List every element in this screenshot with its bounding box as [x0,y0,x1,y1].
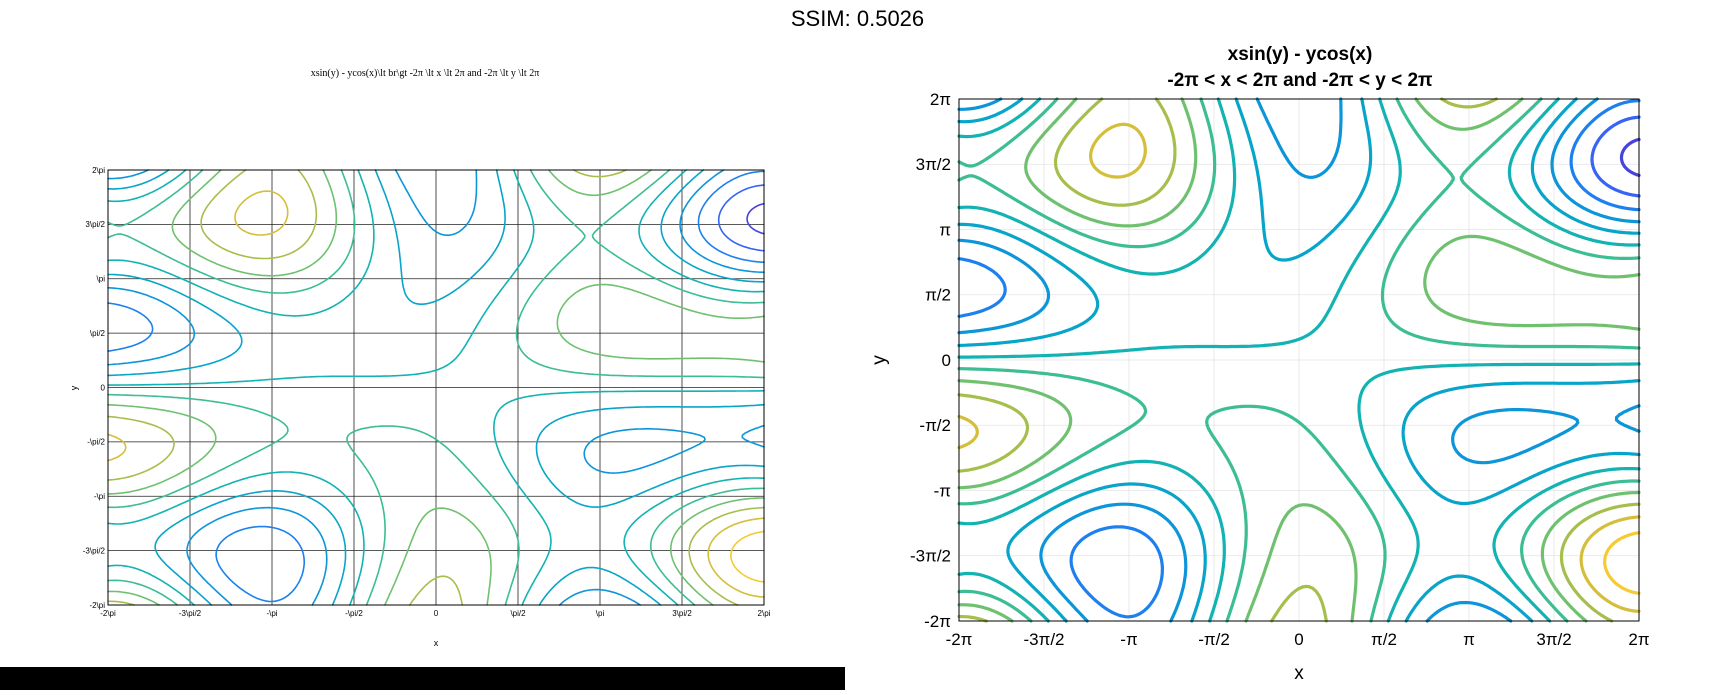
x-tick-label: 0 [434,609,439,618]
contour-level-line [107,190,765,598]
contour-level-line [107,170,765,603]
left-x-axis-label: x [434,638,439,648]
x-tick-label: \pi [596,609,605,618]
right-contour-chart: xsin(y) - ycos(x) -2π < x < 2π and -2π <… [869,44,1650,684]
y-tick-label: -π/2 [919,416,951,435]
contour-level-line [730,530,765,583]
contour-level-line [107,169,765,606]
y-tick-label: 2\pi [92,166,105,175]
left-contour-lines [107,169,765,606]
right-chart-panel: xsin(y) - ycos(x) -2π < x < 2π and -2π <… [845,0,1715,690]
y-tick-label: -\pi/2 [87,438,105,447]
y-tick-label: 2π [930,90,951,109]
contour-level-line [107,169,765,606]
y-tick-label: -\pi [94,492,105,501]
contour-level-line [957,99,1641,619]
right-axes-box [958,98,1640,622]
contour-level-line [1590,115,1641,198]
contour-level-line [717,184,765,252]
left-chart-panel: xsin(y) - ycos(x)\lt br\gt -2π \lt x \lt… [0,0,845,690]
x-tick-label: -3\pi/2 [179,609,202,618]
contour-level-line [107,169,765,606]
x-tick-label: -π [1120,630,1137,649]
contour-level-line [957,97,1641,623]
x-tick-label: π/2 [1371,630,1397,649]
y-tick-label: -3\pi/2 [83,546,106,555]
y-tick-label: π/2 [925,286,951,305]
x-tick-label: \pi/2 [510,609,526,618]
contour-level-line [1619,137,1641,177]
x-tick-label: π [1463,630,1475,649]
x-tick-label: -2\pi [100,609,116,618]
right-x-axis-label: x [1294,663,1304,684]
y-tick-label: 0 [942,351,951,370]
contour-level-line [1603,531,1641,595]
right-y-axis-label: y [869,355,890,365]
y-tick-label: -3π/2 [910,547,951,566]
contour-level-line [957,97,1641,623]
y-tick-label: \pi [97,275,106,284]
y-tick-label: \pi/2 [90,329,106,338]
left-tick-labels: -2\pi -3\pi/2 -\pi -\pi/2 0 \pi/2 \pi 3\pi/2 2\p… [83,166,771,618]
right-chart-title: xsin(y) - ycos(x) [1228,44,1373,65]
ssim-header: SSIM: 0.5026 [790,6,925,31]
left-contour-chart: xsin(y) - ycos(x)\lt br\gt -2π \lt x \lt… [69,68,771,648]
contour-level-line [957,97,1641,623]
contour-level-line [957,97,1641,623]
x-tick-label: -π/2 [1198,630,1230,649]
contour-level-line [957,122,1641,613]
contour-level-line [746,202,765,235]
x-tick-label: 3π/2 [1536,630,1571,649]
y-tick-label: π [939,220,951,239]
left-chart-title: xsin(y) - ycos(x)\lt br\gt -2π \lt x \lt… [311,68,540,79]
y-tick-label: 3\pi/2 [85,220,105,229]
left-y-axis-label: y [69,385,79,390]
y-tick-label: 0 [101,383,106,392]
x-tick-label: 3\pi/2 [672,609,692,618]
x-tick-label: -2π [946,630,973,649]
contour-level-line [957,97,1641,623]
y-tick-label: -π [934,481,951,500]
x-tick-label: -3π/2 [1023,630,1064,649]
right-chart-subtitle: -2π < x < 2π and -2π < y < 2π [1167,70,1433,91]
contour-level-line [107,169,765,606]
contour-level-line [957,97,1641,623]
x-tick-label: -\pi/2 [345,609,363,618]
right-tick-labels: -2π -3π/2 -π -π/2 0 π/2 π 3π/2 2π -2π -3π/2 -π -π/2 0… [910,90,1650,649]
x-tick-label: -\pi [266,609,277,618]
x-tick-label: 2π [1628,630,1649,649]
contour-level-line [107,169,765,606]
y-tick-label: 3π/2 [916,155,951,174]
right-contour-lines [957,97,1641,623]
x-tick-label: 0 [1294,630,1303,649]
y-tick-label: -2π [924,612,951,631]
contour-level-line [107,169,765,606]
y-tick-label: -2\pi [89,601,105,610]
black-bar [0,667,845,690]
left-axes-box [107,169,765,606]
x-tick-label: 2\pi [758,609,771,618]
